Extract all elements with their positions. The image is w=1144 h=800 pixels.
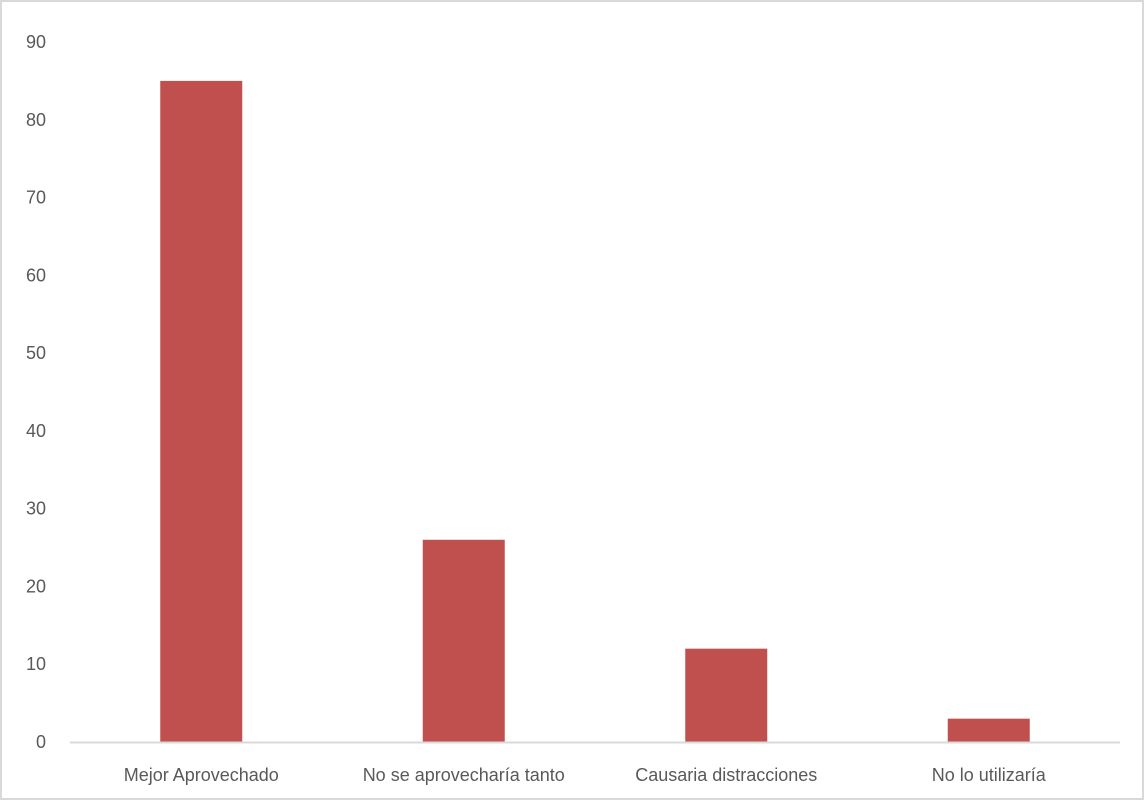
y-axis-ticks: 0 10 20 30 40 50 60 70 80 90 <box>26 32 46 752</box>
x-axis-labels: Mejor Aprovechado No se aprovecharía tant… <box>124 765 1047 785</box>
x-category-label: Causaria distracciones <box>635 765 817 785</box>
x-category-label: Mejor Aprovechado <box>124 765 279 785</box>
y-tick-label: 60 <box>26 265 46 285</box>
y-tick-label: 70 <box>26 188 46 208</box>
bar <box>422 539 505 742</box>
y-tick-label: 40 <box>26 421 46 441</box>
y-tick-label: 80 <box>26 110 46 130</box>
bar <box>685 648 768 742</box>
x-category-label: No se aprovecharía tanto <box>363 765 565 785</box>
bar <box>947 718 1030 742</box>
y-tick-label: 20 <box>26 576 46 596</box>
y-tick-label: 0 <box>36 732 46 752</box>
bar <box>160 80 243 742</box>
x-category-label: No lo utilizaría <box>932 765 1047 785</box>
y-tick-label: 10 <box>26 654 46 674</box>
y-tick-label: 90 <box>26 32 46 52</box>
y-tick-label: 30 <box>26 499 46 519</box>
y-tick-label: 50 <box>26 343 46 363</box>
bars <box>160 80 1030 742</box>
